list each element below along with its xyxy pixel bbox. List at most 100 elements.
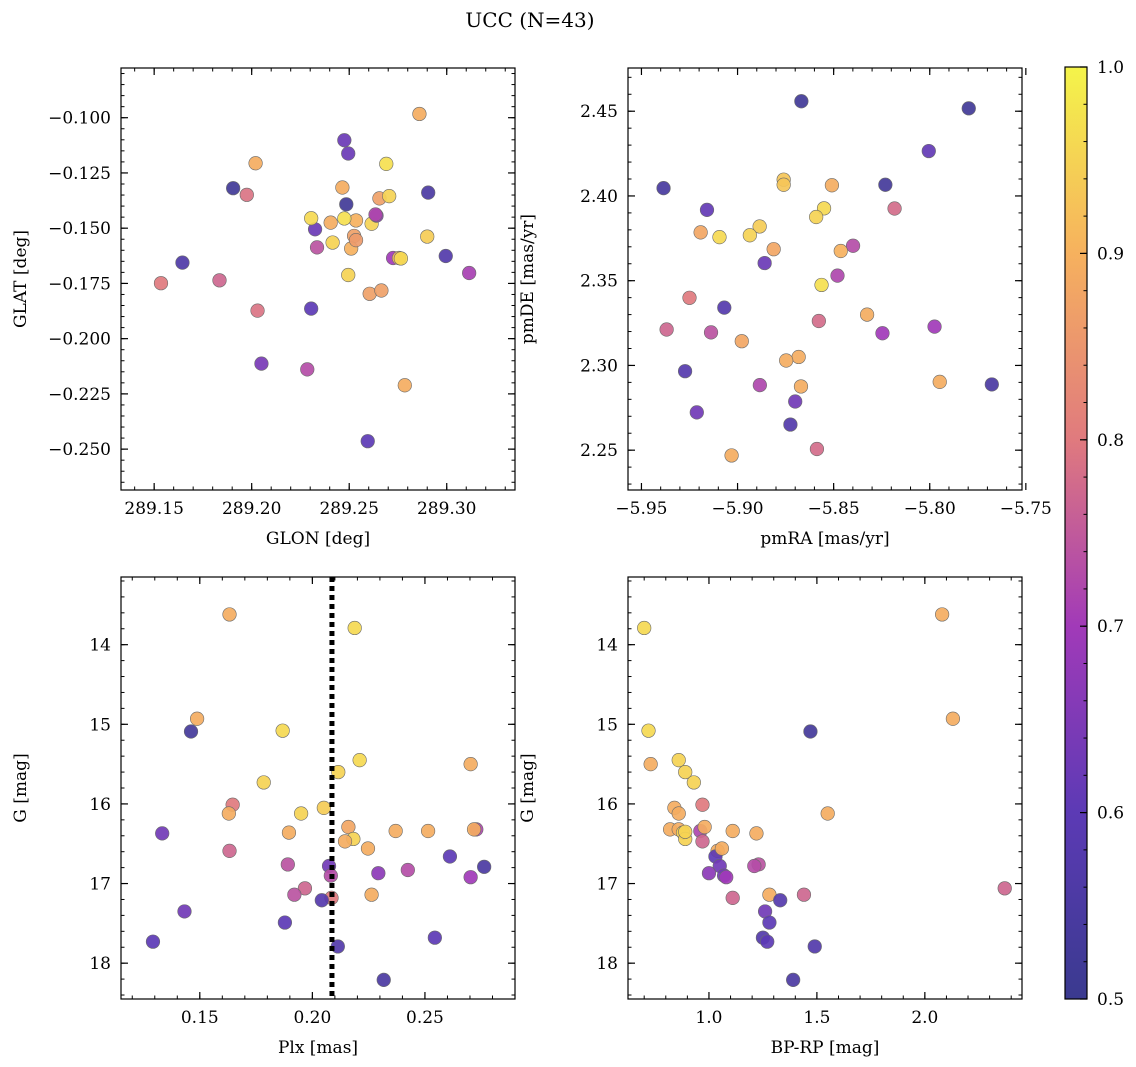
- panel-bprp_g: 1.0 1.5 2.0 14 15 16 17 18 BP-RP [mag] G [mag]: [518, 576, 1023, 1058]
- data-point: [382, 189, 397, 204]
- data-point: [393, 251, 408, 266]
- data-point: [226, 181, 241, 196]
- x-tick-label: −5.95: [615, 499, 667, 519]
- data-point: [275, 723, 290, 738]
- data-point: [348, 213, 364, 228]
- data-point: [175, 255, 190, 270]
- y-tick-label: 16: [89, 795, 111, 815]
- points-glon_glat: [153, 106, 477, 449]
- x-tick-label: −5.85: [808, 499, 860, 519]
- x-tick-label: 289.25: [319, 499, 378, 519]
- data-point: [641, 723, 656, 738]
- data-point: [250, 303, 265, 318]
- data-point: [859, 307, 875, 322]
- data-point: [371, 866, 386, 881]
- data-point: [400, 862, 415, 878]
- colorbar-tick-label: 0.9: [1097, 244, 1124, 264]
- axes-frame: [120, 576, 516, 1000]
- data-point: [335, 180, 350, 195]
- axes-frame: [120, 67, 516, 491]
- data-point: [388, 823, 403, 839]
- data-point: [438, 248, 453, 264]
- data-point: [671, 806, 686, 821]
- data-point: [794, 94, 809, 109]
- figure-title: UCC (N=43): [465, 8, 594, 32]
- data-point: [314, 893, 329, 908]
- x-tick-label: 2.0: [911, 1008, 938, 1028]
- data-point: [155, 826, 170, 841]
- data-point: [222, 607, 237, 622]
- data-point: [921, 143, 936, 159]
- y-tick-label: 2.45: [580, 102, 618, 122]
- data-point: [820, 806, 835, 821]
- data-point: [712, 230, 727, 245]
- data-point: [477, 859, 492, 874]
- data-point: [239, 187, 254, 202]
- y-axis-label: GLAT [deg]: [11, 230, 31, 328]
- data-point: [878, 177, 893, 192]
- data-point: [701, 866, 717, 881]
- colorbar: 0.5 0.6 0.7 0.8 0.9 1.0: [1064, 58, 1124, 1010]
- data-point: [466, 822, 482, 837]
- data-point: [659, 322, 674, 337]
- x-tick-label: 1.0: [695, 1008, 722, 1028]
- data-point: [347, 620, 362, 636]
- data-point: [935, 607, 950, 622]
- data-point: [796, 887, 812, 902]
- data-point: [331, 764, 346, 780]
- points-bprp_g: [637, 607, 1012, 987]
- data-point: [281, 825, 297, 840]
- data-point: [997, 881, 1012, 896]
- data-point: [752, 219, 767, 234]
- data-point: [699, 202, 715, 217]
- data-point: [793, 379, 809, 394]
- x-axis-label: GLON [deg]: [266, 529, 370, 549]
- data-point: [287, 887, 302, 902]
- data-point: [833, 243, 848, 259]
- data-point: [779, 353, 794, 368]
- points-plx_g: [145, 607, 492, 987]
- x-tick-label: 0.15: [181, 1008, 219, 1028]
- x-tick-label: 289.30: [417, 499, 476, 519]
- y-tick-label: −0.225: [48, 385, 111, 405]
- data-point: [297, 881, 313, 896]
- colorbar-tick-label: 0.8: [1097, 431, 1124, 451]
- data-point: [221, 806, 236, 821]
- data-point: [760, 934, 775, 949]
- x-tick-label: 1.5: [803, 1008, 830, 1028]
- panel-plx_g: 0.15 0.20 0.25 14 15 16 17 18 Plx [mas] G [mag]: [11, 576, 516, 1058]
- data-point: [693, 225, 708, 240]
- x-axis-label: pmRA [mas/yr]: [760, 529, 889, 549]
- data-point: [703, 325, 719, 340]
- data-point: [678, 824, 693, 839]
- x-tick-label: 289.20: [222, 499, 281, 519]
- data-point: [316, 800, 331, 816]
- data-point: [212, 273, 227, 288]
- data-point: [183, 724, 199, 739]
- data-point: [341, 146, 356, 161]
- data-point: [788, 394, 803, 409]
- data-point: [412, 106, 427, 122]
- data-point: [376, 972, 391, 987]
- data-point: [677, 364, 693, 379]
- data-point: [304, 301, 319, 316]
- y-tick-label: 2.40: [580, 187, 618, 207]
- data-point: [749, 826, 764, 841]
- data-point: [791, 349, 806, 365]
- data-point: [341, 819, 356, 835]
- data-point: [323, 215, 338, 230]
- panel-glon_glat: 289.15 289.20 289.25 289.30 −0.100 −0.125 −0.1…: [11, 67, 516, 549]
- data-point: [254, 356, 269, 371]
- data-point: [248, 156, 263, 171]
- data-point: [360, 841, 376, 856]
- data-point: [420, 823, 436, 839]
- data-point: [360, 434, 375, 449]
- data-point: [830, 268, 845, 283]
- x-axis-label: BP-RP [mag]: [771, 1038, 880, 1058]
- y-tick-label: 2.30: [580, 356, 618, 376]
- data-point: [734, 334, 749, 349]
- data-point: [337, 133, 352, 148]
- colorbar-tick-label: 0.5: [1097, 990, 1124, 1010]
- plots-layer: 289.15 289.20 289.25 289.30 −0.100 −0.125 −0.1…: [11, 67, 1052, 1058]
